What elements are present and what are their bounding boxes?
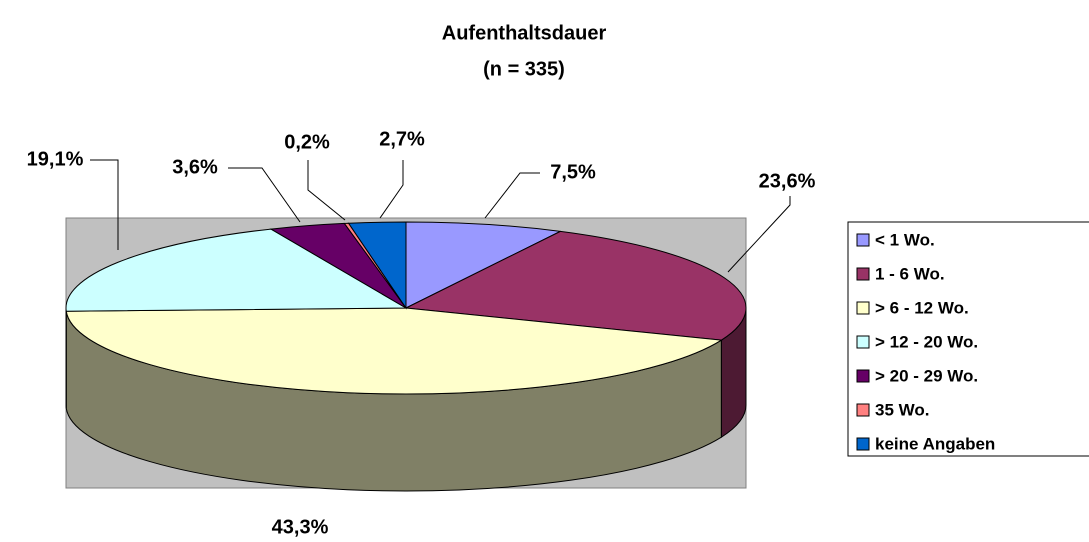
data-label: 2,7% (379, 128, 425, 150)
legend-swatch (856, 369, 870, 383)
data-label: 7,5% (550, 161, 596, 183)
legend (847, 221, 1089, 457)
leader-line (727, 196, 791, 273)
leader-line (90, 159, 119, 250)
data-label: 23,6% (759, 170, 816, 192)
data-label: 19,1% (27, 148, 84, 170)
slice (404, 230, 747, 341)
legend-swatch (856, 267, 870, 281)
legend-label: > 12 - 20 Wo. (875, 332, 978, 351)
legend-label: > 6 - 12 Wo. (875, 298, 969, 317)
legend-label: < 1 Wo. (875, 230, 935, 249)
legend-swatch (856, 335, 870, 349)
slice (65, 228, 408, 312)
legend-label: 1 - 6 Wo. (875, 264, 945, 283)
legend-swatch (856, 301, 870, 315)
slice (405, 221, 563, 309)
data-label: 3,6% (172, 156, 218, 178)
slice (347, 221, 407, 310)
slice (65, 307, 723, 395)
leader-line (307, 160, 346, 221)
legend-label: keine Angaben (875, 434, 995, 453)
leader-line (484, 172, 540, 219)
data-label: 0,2% (284, 131, 330, 153)
legend-label: 35 Wo. (875, 400, 929, 419)
leader-line (379, 160, 404, 219)
chart-subtitle: (n = 335) (483, 58, 565, 80)
data-label: 43,3% (272, 516, 329, 538)
chart-title: Aufenthaltsdauer (442, 22, 607, 44)
legend-swatch (856, 437, 870, 451)
legend-label: > 20 - 29 Wo. (875, 366, 978, 385)
leader-line (228, 167, 301, 223)
legend-swatch (856, 233, 870, 247)
legend-swatch (856, 403, 870, 417)
